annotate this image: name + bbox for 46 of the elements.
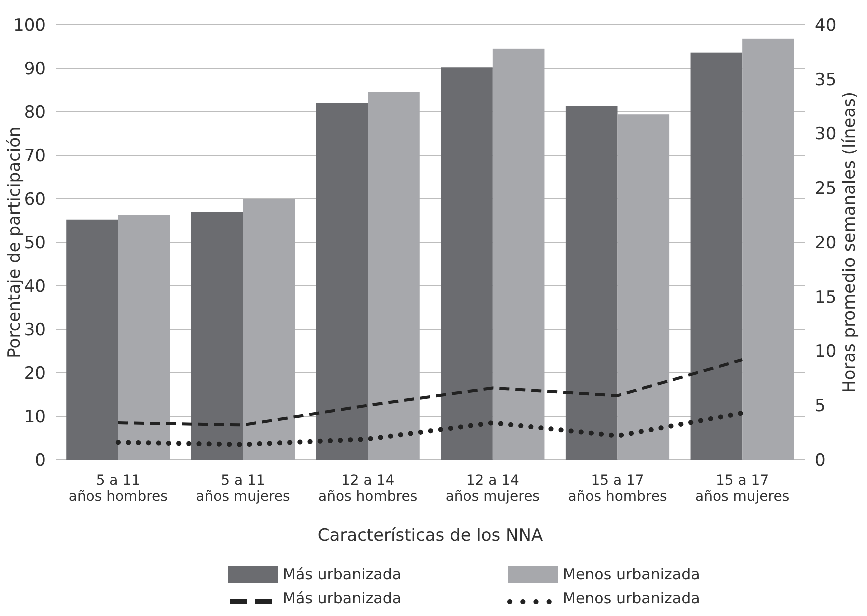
bar (742, 38, 794, 460)
y-axis-title: Porcentaje de participación (5, 126, 25, 358)
y-tick-label: 40 (24, 276, 46, 297)
x-tick-label: 12 a 14 años hombres (318, 472, 418, 505)
bar (191, 212, 244, 460)
legend-label: Menos urbanizada (563, 565, 700, 584)
x-tick-label: 12 a 14 años mujeres (446, 472, 540, 505)
x-tick-label: 15 a 17 años hombres (568, 472, 668, 505)
y2-tick-label: 20 (815, 233, 837, 254)
y-tick-label: 20 (24, 364, 46, 384)
x-tick-label: 5 a 11 años hombres (68, 472, 168, 505)
y2-tick-label: 40 (815, 16, 837, 36)
bar (441, 68, 493, 460)
y-tick-label: 50 (24, 233, 46, 254)
y2-tick-label: 30 (815, 124, 837, 145)
y-tick-label: 70 (24, 146, 46, 166)
bar (118, 215, 170, 460)
y-tick-label: 80 (24, 102, 46, 123)
x-tick-label: 15 a 17 años mujeres (696, 472, 790, 505)
bar (492, 48, 545, 460)
y2-tick-label: 15 (815, 288, 837, 308)
legend-label: Más urbanizada (283, 565, 402, 584)
x-tick-label: 5 a 11 años mujeres (196, 472, 290, 505)
y-tick-label: 0 (35, 450, 46, 471)
bar (243, 199, 296, 460)
y-tick-label: 10 (24, 407, 46, 428)
bar (66, 220, 118, 460)
y-tick-label: 60 (24, 190, 46, 210)
y2-tick-label: 5 (815, 396, 826, 417)
y2-tick-label: 25 (815, 179, 837, 200)
line-series (116, 358, 744, 427)
y-tick-label: 90 (24, 59, 46, 80)
bar (316, 103, 368, 460)
y2-tick-label: 10 (815, 342, 837, 362)
legend-label: Más urbanizada (283, 589, 402, 608)
legend-label: Menos urbanizada (563, 589, 700, 608)
bar (618, 114, 670, 460)
bar (368, 92, 420, 460)
y2-axis-title: Horas promedio semanales (líneas) (840, 92, 860, 394)
bar (566, 106, 618, 460)
y2-tick-label: 35 (815, 70, 837, 90)
bar (690, 52, 743, 460)
y-tick-label: 30 (24, 320, 46, 340)
y-tick-label: 100 (14, 16, 46, 36)
y2-tick-label: 0 (815, 450, 826, 471)
x-axis-title: Características de los NNA (318, 526, 544, 546)
